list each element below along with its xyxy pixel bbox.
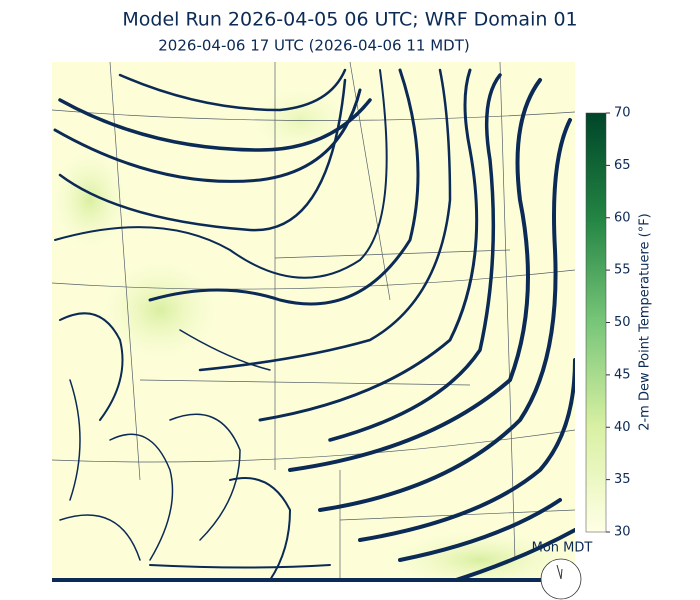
colorbar-ticks: 30 35 40 45 50 55 60 65 70 (606, 106, 631, 540)
tick-label: 40 (614, 420, 631, 435)
tick-label: 45 (614, 367, 631, 382)
subtitle: 2026-04-06 17 UTC (2026-04-06 11 MDT) (158, 37, 469, 55)
tick-label: 50 (614, 315, 631, 330)
clock-label: Mon MDT (532, 541, 593, 556)
colorbar (585, 112, 607, 533)
title: Model Run 2026-04-05 06 UTC; WRF Domain … (122, 9, 577, 31)
streamlines (53, 68, 575, 582)
tick-label: 65 (614, 158, 631, 173)
tick-label: 55 (614, 263, 631, 278)
tick-label: 60 (614, 210, 631, 225)
colorbar-label: 2-m Dew Point Temperatuere (°F) (638, 213, 653, 431)
map (52, 62, 575, 582)
tick-label: 70 (614, 106, 631, 121)
tick-label: 35 (614, 472, 631, 487)
tick-label: 30 (614, 525, 631, 540)
clock-hands (556, 564, 563, 580)
